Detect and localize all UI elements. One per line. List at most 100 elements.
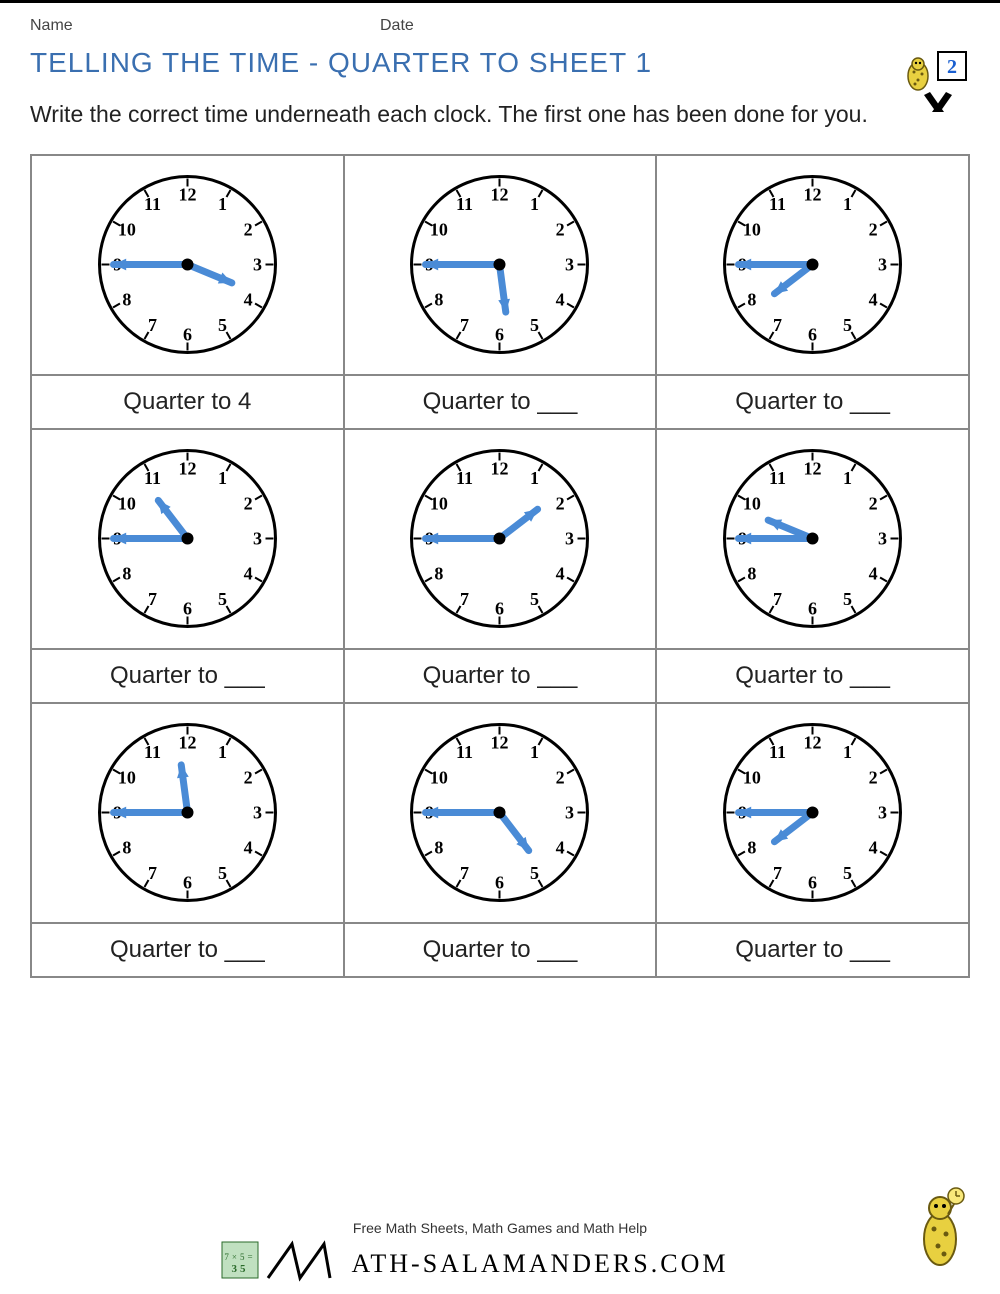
svg-text:11: 11: [456, 194, 473, 214]
svg-text:2: 2: [243, 220, 252, 240]
svg-text:6: 6: [183, 599, 192, 619]
analog-clock: 123456789101112: [90, 715, 285, 910]
svg-text:4: 4: [243, 838, 252, 858]
analog-clock: 123456789101112: [715, 715, 910, 910]
answer-cell: Quarter to ___: [656, 649, 969, 703]
svg-text:12: 12: [491, 459, 509, 479]
answer-cell: Quarter to ___: [344, 923, 657, 977]
svg-text:1: 1: [530, 468, 539, 488]
svg-text:4: 4: [243, 564, 252, 584]
svg-text:1: 1: [218, 742, 227, 762]
answer-text: Quarter to ___: [110, 662, 265, 690]
svg-text:12: 12: [178, 459, 196, 479]
clock-cell: 123456789101112: [31, 155, 344, 375]
svg-text:3: 3: [253, 803, 262, 823]
svg-text:5: 5: [843, 315, 852, 335]
svg-text:1: 1: [843, 742, 852, 762]
analog-clock: 123456789101112: [715, 441, 910, 636]
clock-cell: 123456789101112: [31, 703, 344, 923]
svg-text:3: 3: [878, 803, 887, 823]
svg-text:5: 5: [218, 589, 227, 609]
svg-text:11: 11: [456, 742, 473, 762]
svg-text:7: 7: [148, 315, 157, 335]
worksheet-page: Name Date 2 TELLING THE TIME - QUARTER T…: [0, 0, 1000, 978]
svg-text:8: 8: [748, 838, 757, 858]
svg-text:6: 6: [495, 325, 504, 345]
svg-text:3: 3: [878, 255, 887, 275]
footer-site: 7×5= 35 ATH-SALAMANDERS.COM: [0, 1238, 1000, 1282]
grade-badge: 2: [900, 50, 968, 118]
clock-cell: 123456789101112: [656, 155, 969, 375]
answer-text: Quarter to ___: [735, 662, 890, 690]
header-row: Name Date: [30, 17, 970, 35]
svg-text:11: 11: [769, 742, 786, 762]
analog-clock: 123456789101112: [402, 167, 597, 362]
answer-text: Quarter to ___: [423, 936, 578, 964]
svg-text:5: 5: [218, 863, 227, 883]
svg-text:7: 7: [460, 315, 469, 335]
svg-text:8: 8: [122, 290, 131, 310]
svg-text:7×5=: 7×5=: [224, 1252, 255, 1262]
footer-tagline: Free Math Sheets, Math Games and Math He…: [0, 1220, 1000, 1236]
svg-text:5: 5: [218, 315, 227, 335]
svg-text:5: 5: [530, 315, 539, 335]
svg-text:35: 35: [232, 1263, 249, 1275]
svg-text:6: 6: [495, 873, 504, 893]
svg-text:10: 10: [743, 494, 761, 514]
svg-text:8: 8: [122, 838, 131, 858]
svg-text:12: 12: [804, 459, 822, 479]
clock-cell: 123456789101112: [656, 429, 969, 649]
date-field-label: Date: [380, 17, 730, 35]
svg-text:7: 7: [773, 589, 782, 609]
svg-text:8: 8: [435, 838, 444, 858]
svg-text:6: 6: [808, 325, 817, 345]
answer-cell: Quarter to ___: [656, 923, 969, 977]
svg-text:7: 7: [148, 589, 157, 609]
svg-text:3: 3: [565, 803, 574, 823]
clock-cell: 123456789101112: [656, 703, 969, 923]
analog-clock: 123456789101112: [90, 441, 285, 636]
answer-text: Quarter to 4: [123, 388, 251, 416]
svg-text:2: 2: [556, 768, 565, 788]
svg-text:3: 3: [565, 255, 574, 275]
svg-text:1: 1: [530, 194, 539, 214]
svg-text:10: 10: [118, 768, 136, 788]
svg-text:12: 12: [804, 733, 822, 753]
svg-text:5: 5: [530, 589, 539, 609]
svg-text:2: 2: [243, 768, 252, 788]
svg-text:10: 10: [743, 768, 761, 788]
analog-clock: 123456789101112: [402, 715, 597, 910]
svg-text:2: 2: [243, 494, 252, 514]
svg-text:10: 10: [118, 220, 136, 240]
clock-cell: 123456789101112: [344, 429, 657, 649]
svg-text:6: 6: [183, 325, 192, 345]
analog-clock: 123456789101112: [402, 441, 597, 636]
svg-text:11: 11: [456, 468, 473, 488]
svg-text:12: 12: [804, 185, 822, 205]
svg-text:2: 2: [869, 768, 878, 788]
clock-grid: 123456789101112 123456789101112 12345678…: [30, 154, 970, 978]
svg-text:12: 12: [491, 185, 509, 205]
answer-cell: Quarter to ___: [344, 649, 657, 703]
svg-text:8: 8: [748, 564, 757, 584]
instructions: Write the correct time underneath each c…: [30, 97, 970, 132]
mascot-icon: [908, 1184, 972, 1274]
svg-text:ATH-SALAMANDERS.COM: ATH-SALAMANDERS.COM: [352, 1249, 729, 1278]
svg-text:4: 4: [869, 564, 878, 584]
name-field-label: Name: [30, 17, 380, 35]
svg-text:7: 7: [773, 315, 782, 335]
svg-text:6: 6: [808, 873, 817, 893]
svg-text:4: 4: [556, 290, 565, 310]
grade-number: 2: [947, 56, 957, 78]
svg-text:2: 2: [556, 220, 565, 240]
footer: Free Math Sheets, Math Games and Math He…: [0, 1220, 1000, 1282]
svg-text:12: 12: [178, 185, 196, 205]
svg-text:6: 6: [808, 599, 817, 619]
svg-text:8: 8: [748, 290, 757, 310]
svg-text:11: 11: [144, 742, 161, 762]
clock-cell: 123456789101112: [344, 703, 657, 923]
answer-text: Quarter to ___: [423, 662, 578, 690]
svg-text:7: 7: [460, 863, 469, 883]
svg-text:1: 1: [218, 468, 227, 488]
svg-text:8: 8: [435, 290, 444, 310]
